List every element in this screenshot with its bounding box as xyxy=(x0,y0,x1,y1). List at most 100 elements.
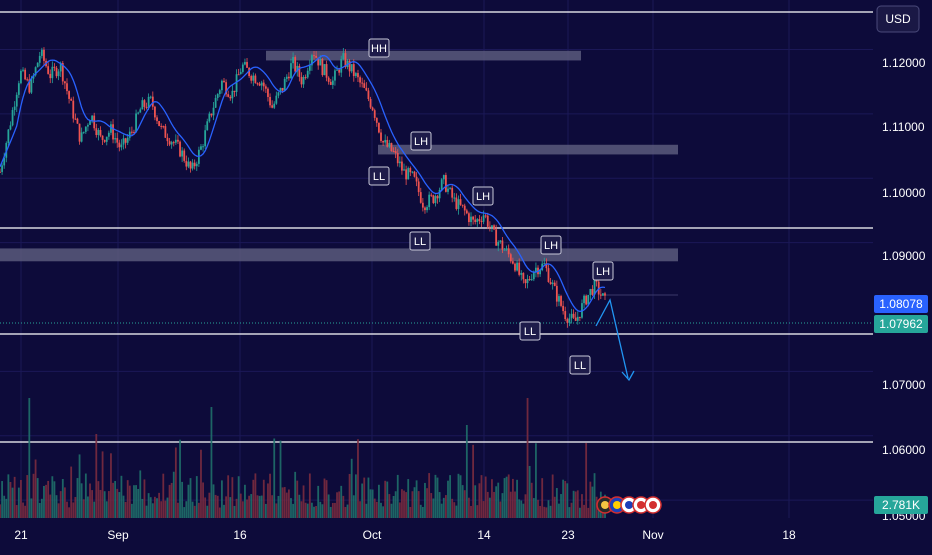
volume-bar xyxy=(480,475,483,518)
swing-label-box xyxy=(410,131,432,151)
swing-label-text: LL xyxy=(373,171,385,183)
volume-bar xyxy=(227,475,230,518)
candle-body xyxy=(507,248,510,255)
volume-bar xyxy=(313,506,315,518)
candle-body xyxy=(363,83,366,88)
volume-bar xyxy=(55,495,58,518)
candle-body xyxy=(417,181,420,193)
candle-body xyxy=(0,171,1,173)
candle-body xyxy=(438,189,441,199)
volume-badge xyxy=(874,496,928,514)
volume-bar xyxy=(470,505,472,518)
candle-body xyxy=(277,92,280,96)
candle-body xyxy=(128,131,131,138)
candle-body xyxy=(258,83,261,86)
volume-bar xyxy=(334,502,336,518)
last-price-value: 1.08078 xyxy=(879,297,923,311)
candle-body xyxy=(587,294,590,305)
candle-body xyxy=(130,131,133,133)
volume-bar xyxy=(449,475,451,518)
candle-body xyxy=(239,71,242,75)
volume-bar xyxy=(342,495,345,518)
candle-body xyxy=(484,215,487,217)
candle-body xyxy=(93,115,96,129)
volume-bar xyxy=(336,492,338,518)
candle-body xyxy=(118,142,121,148)
volume-bar xyxy=(551,474,554,518)
volume-bar xyxy=(133,485,135,518)
candle-body xyxy=(514,263,516,271)
candle-body xyxy=(323,64,326,76)
time-tick-label: 16 xyxy=(233,528,247,542)
candle-body xyxy=(409,168,412,173)
volume-bar xyxy=(587,507,590,518)
volume-bar xyxy=(486,491,489,518)
candle-body xyxy=(367,90,370,99)
volume-bar xyxy=(239,493,242,518)
candle-body xyxy=(602,293,604,296)
volume-bar xyxy=(474,485,477,518)
candle-body xyxy=(15,94,18,107)
candles xyxy=(0,47,606,328)
volume-bar xyxy=(45,484,47,518)
volume-bar xyxy=(574,491,577,518)
swing-label-text: LL xyxy=(524,326,536,338)
volume-bar xyxy=(221,480,223,518)
candle-body xyxy=(221,80,223,91)
volume-bar xyxy=(361,483,364,518)
volume-bar xyxy=(164,500,167,518)
volume-bar xyxy=(229,497,232,518)
candle-body xyxy=(306,70,309,78)
candle-body xyxy=(434,196,437,204)
volume-bar xyxy=(378,484,380,518)
volume-bar xyxy=(151,503,154,518)
swing-label-text: LH xyxy=(596,266,610,278)
volume-bar xyxy=(264,503,267,518)
candle-body xyxy=(369,98,372,108)
volume-bar xyxy=(208,492,211,518)
event-flag-icon-center xyxy=(601,501,609,509)
volume-bar xyxy=(331,502,334,518)
volume-bar xyxy=(407,479,410,518)
volume-bar xyxy=(539,505,542,518)
volume-bar xyxy=(74,497,77,518)
candle-body xyxy=(398,161,401,164)
volume-bar xyxy=(262,479,265,518)
candle-body xyxy=(444,175,447,192)
volume-bar xyxy=(451,498,454,518)
candle-body xyxy=(53,66,56,68)
volume-bars xyxy=(0,398,606,518)
volume-bar xyxy=(172,471,175,518)
candle-body xyxy=(321,59,324,76)
volume-bar xyxy=(177,502,179,518)
candle-body xyxy=(168,141,171,145)
candle-body xyxy=(187,161,190,167)
volume-bar xyxy=(225,496,227,518)
volume-bar xyxy=(183,507,186,518)
volume-bar xyxy=(34,459,37,518)
volume-bar xyxy=(277,495,280,518)
volume-bar xyxy=(581,494,583,518)
candle-body xyxy=(574,317,577,321)
candle-body xyxy=(139,109,142,113)
volume-bar xyxy=(246,499,248,518)
volume-bar xyxy=(417,491,420,518)
volume-bar xyxy=(281,487,284,518)
horizontal-levels xyxy=(0,11,873,443)
candle-body xyxy=(396,153,399,164)
volume-bar xyxy=(589,481,592,518)
volume-bar xyxy=(424,482,426,518)
candle-body xyxy=(589,288,592,295)
volume-bar xyxy=(507,474,510,518)
candle-body xyxy=(436,196,439,199)
candle-body xyxy=(225,82,227,95)
volume-bar xyxy=(398,502,401,518)
volume-bar xyxy=(306,503,309,518)
candle-body xyxy=(413,171,416,177)
volume-bar xyxy=(447,480,449,518)
volume-bar xyxy=(248,495,251,518)
swing-label-text: LH xyxy=(476,191,490,203)
volume-bar xyxy=(514,491,516,518)
volume-bar xyxy=(275,503,278,518)
volume-bar xyxy=(415,480,418,518)
